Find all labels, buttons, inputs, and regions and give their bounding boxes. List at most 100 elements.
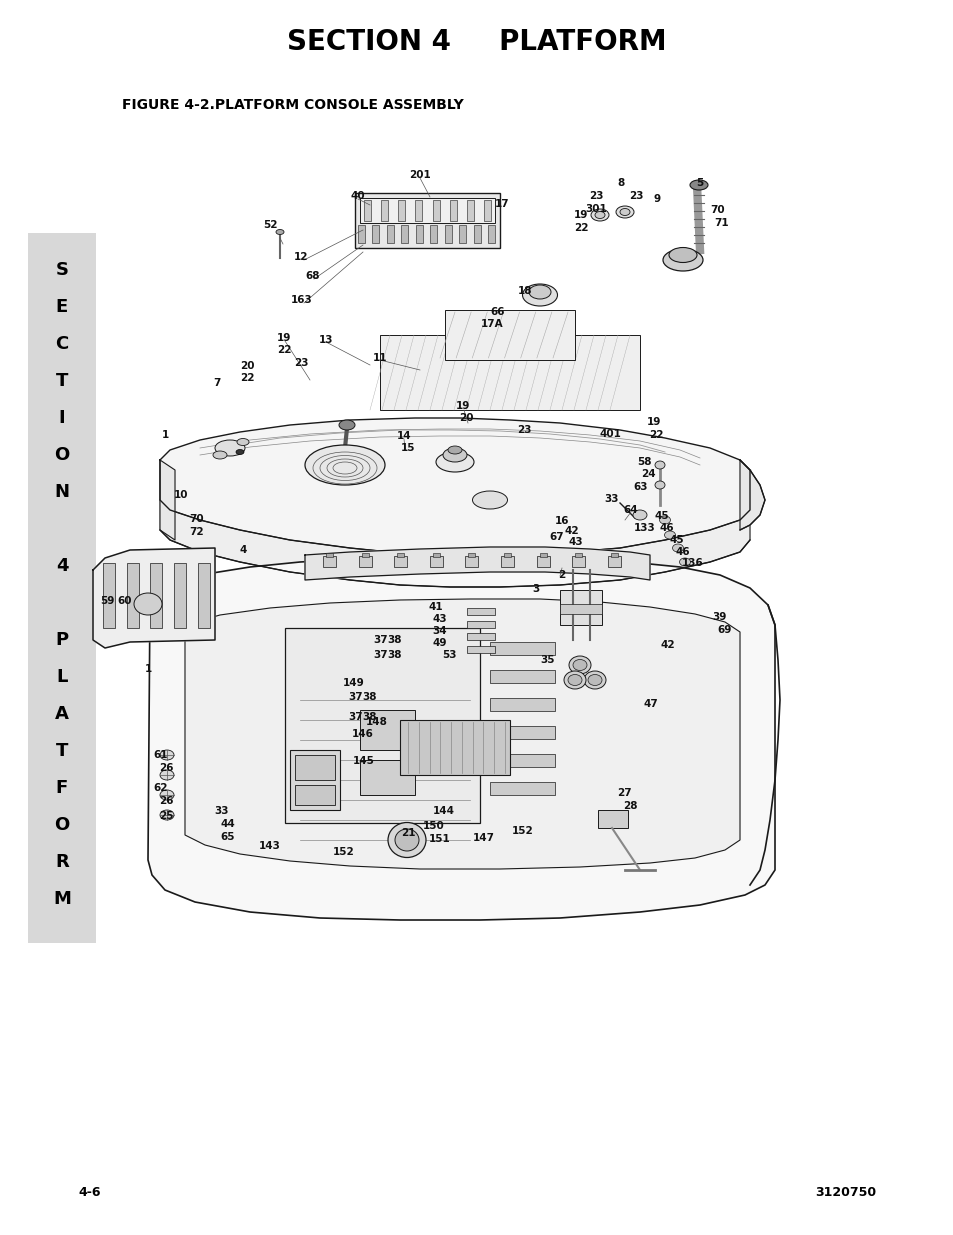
Bar — [364, 200, 371, 221]
Bar — [198, 563, 210, 629]
Text: 9: 9 — [653, 194, 659, 204]
Text: 22: 22 — [573, 224, 588, 233]
Text: 28: 28 — [622, 802, 637, 811]
Text: 133: 133 — [634, 522, 655, 534]
Bar — [559, 604, 601, 614]
Text: 1: 1 — [144, 664, 152, 674]
Text: 1: 1 — [161, 430, 169, 440]
Bar — [387, 225, 394, 243]
Bar — [430, 556, 442, 567]
Bar — [466, 200, 474, 221]
Bar — [433, 553, 439, 557]
Polygon shape — [148, 557, 774, 920]
Text: 40: 40 — [351, 191, 365, 201]
Ellipse shape — [436, 452, 474, 472]
Bar — [396, 553, 404, 557]
Text: 60: 60 — [117, 597, 132, 606]
Text: 147: 147 — [473, 832, 495, 844]
Text: 149: 149 — [343, 678, 364, 688]
Text: 39: 39 — [712, 613, 726, 622]
Bar — [490, 782, 555, 795]
Text: 45: 45 — [654, 511, 669, 521]
Text: 69: 69 — [717, 625, 731, 635]
Text: F: F — [56, 779, 68, 797]
Ellipse shape — [275, 230, 284, 235]
Bar — [598, 810, 627, 827]
Text: 38: 38 — [362, 713, 376, 722]
Text: 21: 21 — [400, 827, 415, 839]
Ellipse shape — [679, 558, 690, 566]
Text: 43: 43 — [568, 537, 582, 547]
Bar — [397, 200, 405, 221]
Bar — [415, 200, 422, 221]
Text: 66: 66 — [490, 308, 505, 317]
Text: 146: 146 — [352, 729, 374, 739]
Text: 201: 201 — [409, 170, 431, 180]
Bar — [467, 646, 495, 653]
Text: 38: 38 — [362, 692, 376, 701]
Bar — [294, 785, 335, 805]
Ellipse shape — [587, 674, 601, 685]
Text: 26: 26 — [158, 797, 173, 806]
Text: M: M — [53, 890, 71, 908]
Text: 19: 19 — [573, 210, 588, 220]
Ellipse shape — [567, 674, 581, 685]
Text: 18: 18 — [517, 287, 532, 296]
Text: N: N — [54, 483, 70, 501]
Text: 42: 42 — [660, 640, 675, 650]
Text: 59: 59 — [100, 597, 114, 606]
Polygon shape — [160, 417, 749, 555]
Text: 47: 47 — [643, 699, 658, 709]
Bar — [394, 556, 407, 567]
Text: 152: 152 — [333, 847, 355, 857]
Bar — [103, 563, 115, 629]
Bar — [361, 553, 368, 557]
Text: 19: 19 — [646, 417, 660, 427]
Bar — [372, 225, 379, 243]
Text: 33: 33 — [604, 494, 618, 504]
Bar — [490, 671, 555, 683]
Ellipse shape — [668, 247, 697, 263]
Bar — [537, 556, 549, 567]
Ellipse shape — [689, 180, 707, 190]
Ellipse shape — [583, 671, 605, 689]
Polygon shape — [160, 500, 749, 587]
Text: 65: 65 — [220, 832, 235, 842]
Text: 63: 63 — [633, 482, 648, 492]
Text: 62: 62 — [153, 783, 168, 793]
Text: 151: 151 — [429, 834, 451, 844]
Text: 163: 163 — [291, 295, 313, 305]
Text: 42: 42 — [564, 526, 578, 536]
Bar — [430, 225, 436, 243]
Bar — [379, 335, 639, 410]
Text: 17: 17 — [495, 199, 509, 209]
Bar — [359, 760, 415, 795]
Ellipse shape — [133, 593, 162, 615]
Bar — [467, 634, 495, 640]
Ellipse shape — [633, 510, 646, 520]
Bar — [290, 750, 339, 810]
Text: 37: 37 — [374, 650, 388, 659]
Ellipse shape — [616, 206, 634, 219]
Text: 8: 8 — [617, 178, 624, 188]
Bar — [326, 553, 333, 557]
Ellipse shape — [214, 440, 245, 456]
Polygon shape — [740, 459, 764, 530]
Bar — [468, 553, 475, 557]
Ellipse shape — [472, 492, 507, 509]
Ellipse shape — [235, 450, 244, 454]
Text: T: T — [56, 372, 68, 390]
Text: L: L — [56, 668, 68, 685]
Text: 45: 45 — [669, 535, 683, 545]
Text: 3120750: 3120750 — [814, 1187, 875, 1199]
Text: 71: 71 — [714, 219, 728, 228]
Text: 43: 43 — [433, 614, 447, 624]
Ellipse shape — [655, 461, 664, 469]
Bar — [572, 556, 585, 567]
Text: I: I — [59, 409, 65, 427]
Text: 17A: 17A — [480, 319, 503, 329]
Bar — [381, 200, 388, 221]
Bar — [285, 629, 479, 823]
Text: 19: 19 — [456, 401, 470, 411]
Bar — [607, 556, 620, 567]
